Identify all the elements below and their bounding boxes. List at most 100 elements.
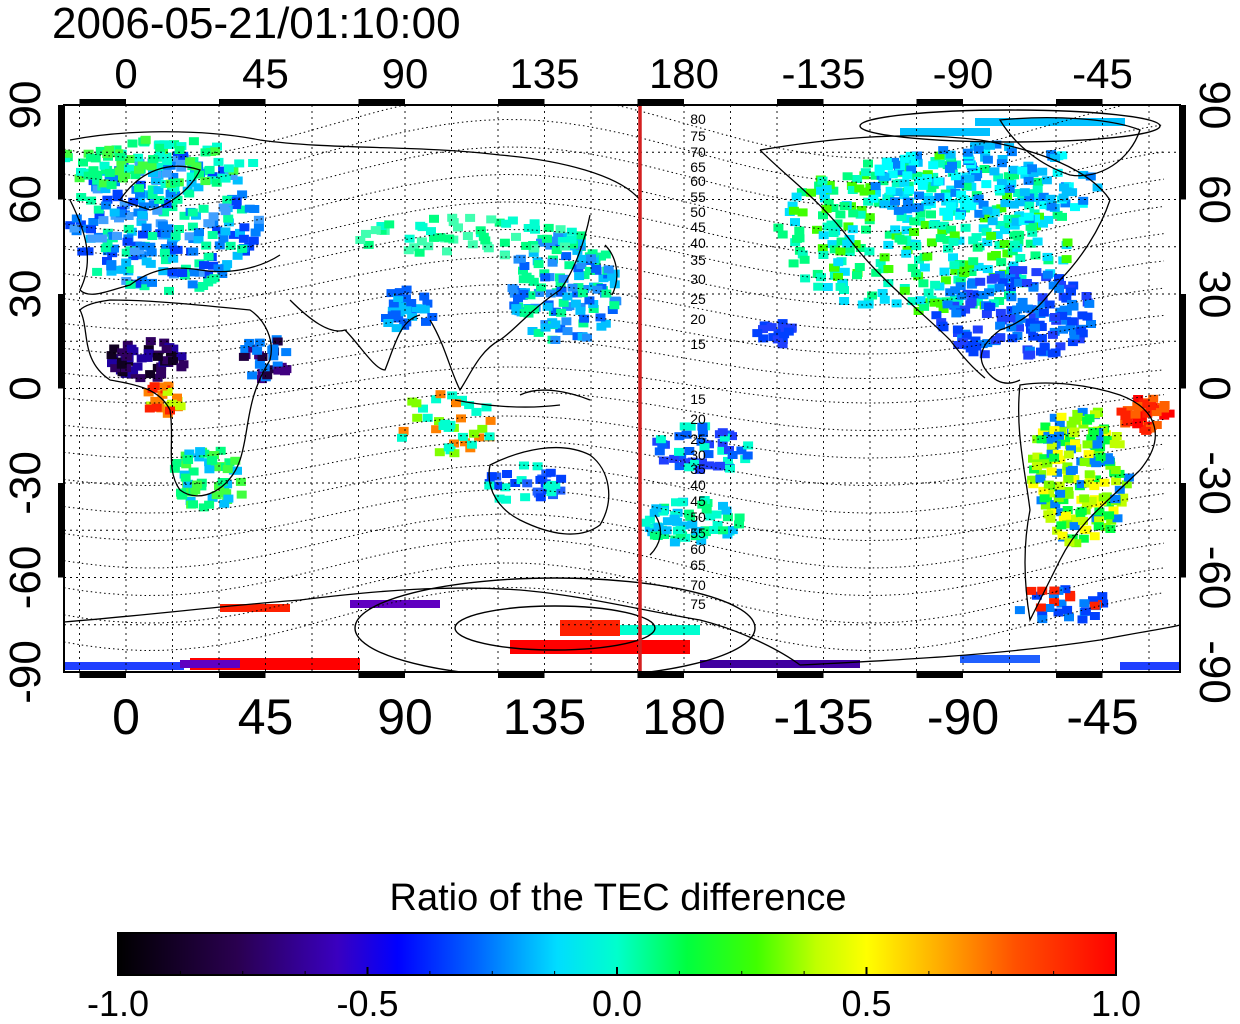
tec-cell	[386, 289, 397, 298]
tec-cell	[193, 183, 204, 192]
tec-cell	[722, 513, 733, 522]
tec-cell	[109, 344, 120, 353]
tec-cell	[579, 271, 590, 280]
lat-tick-right: -30	[1190, 451, 1239, 515]
tec-cell	[462, 232, 473, 240]
tec-cell	[422, 413, 433, 422]
contour-line	[64, 201, 1165, 257]
frame-bar-bottom	[777, 672, 824, 678]
tec-cell	[734, 513, 745, 522]
tec-cell	[225, 241, 236, 250]
tec-cell	[979, 350, 990, 359]
tec-cell	[964, 174, 975, 183]
tec-cell	[104, 168, 115, 177]
tec-cell	[578, 319, 589, 328]
frame-bar-bottom	[358, 672, 405, 678]
tec-cell	[239, 223, 250, 232]
contour-line	[64, 283, 1165, 331]
tec-cell	[1071, 444, 1082, 453]
tec-cell	[207, 231, 218, 239]
tec-cell	[945, 202, 956, 211]
map-grid	[64, 105, 1180, 672]
tec-cell	[717, 438, 728, 447]
tec-cell	[1036, 334, 1047, 343]
tec-cell	[823, 198, 834, 207]
tec-cell	[1055, 455, 1066, 464]
tec-cell	[106, 351, 117, 360]
tec-cell	[905, 239, 916, 248]
tec-cell	[828, 204, 839, 212]
tec-cell	[564, 302, 575, 311]
tec-cell	[501, 219, 512, 228]
tec-band	[960, 655, 1040, 663]
tec-cell	[144, 404, 155, 413]
tec-cell	[419, 292, 430, 301]
tec-cell	[483, 244, 494, 253]
tec-cell	[217, 478, 228, 487]
tec-cell	[794, 226, 805, 235]
tec-cell	[863, 197, 874, 206]
tec-cell	[1023, 212, 1034, 221]
south-pole-contour	[454, 605, 656, 651]
tec-cell	[909, 204, 920, 213]
tec-cell	[231, 197, 242, 206]
tec-cell	[691, 527, 702, 536]
tec-cell	[1016, 303, 1027, 311]
tec-cell	[1002, 249, 1013, 258]
tec-cell	[1056, 521, 1067, 530]
tec-cell	[161, 169, 172, 178]
tec-cell	[217, 270, 228, 278]
tec-cell	[1046, 467, 1057, 476]
tec-cell	[280, 367, 290, 376]
tec-cell	[116, 265, 127, 274]
tec-cell	[219, 499, 230, 508]
tec-cell	[184, 189, 195, 198]
tec-cell	[249, 205, 260, 213]
tec-cell	[182, 454, 193, 463]
tec-cell	[584, 266, 595, 275]
tec-cell	[848, 209, 859, 218]
tec-cell	[147, 191, 158, 199]
tec-cell	[1056, 427, 1067, 436]
tec-cell	[942, 235, 953, 244]
tec-cell	[174, 225, 184, 233]
lat-tick-left: 90	[1, 81, 50, 130]
tec-cell	[1110, 466, 1121, 474]
tec-cell	[595, 313, 606, 322]
tec-cell	[946, 225, 956, 234]
contour-label: 25	[690, 291, 706, 307]
tec-cell	[407, 312, 418, 321]
tec-cell	[1078, 534, 1089, 543]
tec-cell	[850, 240, 861, 249]
tec-cell	[911, 171, 922, 180]
tec-cell	[817, 176, 828, 185]
tec-cell	[1012, 230, 1023, 239]
tec-cell	[1151, 408, 1162, 417]
tec-cell	[1062, 506, 1073, 514]
tec-cell	[188, 247, 199, 256]
tec-cell	[567, 283, 578, 292]
tec-cell	[520, 493, 531, 502]
tec-cell	[411, 304, 422, 313]
tec-cell	[818, 211, 828, 220]
tec-cell	[961, 182, 972, 191]
tec-cell	[262, 371, 273, 380]
tec-cell	[822, 283, 833, 291]
tec-cell	[961, 331, 972, 340]
tec-cell	[885, 186, 896, 195]
tec-cell	[1049, 426, 1060, 435]
tec-cell	[507, 284, 518, 293]
tec-cell	[974, 209, 985, 218]
tec-cell	[985, 141, 995, 150]
tec-cell	[791, 192, 802, 201]
tec-cell	[1081, 525, 1092, 534]
tec-cell	[1112, 514, 1123, 523]
tec-cell	[797, 250, 808, 259]
tec-cell	[194, 268, 205, 277]
tec-cell	[833, 258, 844, 267]
tec-cell	[1054, 284, 1065, 293]
tec-cell	[971, 233, 982, 242]
tec-cell	[555, 225, 566, 234]
tec-cell	[722, 530, 733, 539]
